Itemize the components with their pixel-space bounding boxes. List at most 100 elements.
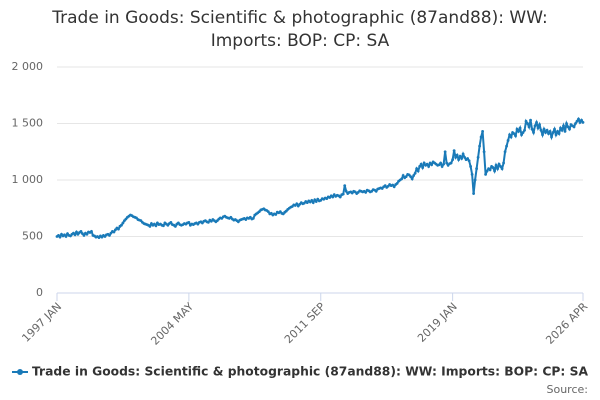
point: [545, 128, 549, 132]
point: [496, 167, 499, 171]
point: [90, 230, 93, 233]
point: [523, 128, 526, 132]
point: [266, 210, 270, 214]
point: [565, 122, 568, 125]
point: [331, 195, 335, 199]
y-tick-label: 0: [36, 286, 43, 299]
point: [418, 165, 422, 168]
y-tick-label: 1 000: [12, 173, 44, 186]
point: [311, 201, 315, 205]
point: [547, 132, 550, 136]
point: [506, 139, 510, 142]
point: [413, 171, 417, 175]
point: [410, 177, 414, 181]
point: [421, 166, 425, 169]
y-tick-label: 1 500: [12, 117, 44, 130]
chart-title: Imports: BOP: CP: SA: [211, 31, 390, 51]
point: [500, 167, 504, 171]
point: [401, 174, 405, 177]
point: [578, 120, 582, 124]
point: [466, 157, 470, 160]
point: [310, 198, 314, 202]
point: [497, 162, 501, 166]
point: [419, 162, 423, 166]
point: [502, 161, 505, 165]
point: [544, 131, 547, 134]
point: [443, 150, 447, 154]
point: [75, 230, 78, 234]
point: [479, 135, 483, 139]
point: [425, 162, 429, 166]
point: [148, 224, 152, 228]
point: [529, 118, 532, 122]
point: [527, 125, 531, 129]
point: [206, 220, 210, 224]
point: [560, 128, 564, 132]
point: [422, 161, 426, 165]
point: [173, 224, 177, 228]
point: [535, 120, 538, 124]
point: [541, 133, 544, 137]
point: [580, 118, 583, 122]
point: [553, 127, 556, 131]
point: [460, 157, 464, 160]
point: [404, 175, 408, 179]
point: [533, 124, 537, 128]
point: [161, 224, 165, 228]
point: [120, 223, 123, 227]
point: [517, 130, 520, 133]
x-tick-label: 2026 APR: [543, 300, 590, 347]
point: [412, 174, 416, 177]
point: [458, 154, 462, 158]
point: [536, 126, 540, 130]
point: [491, 166, 495, 169]
point: [82, 233, 86, 237]
point: [515, 127, 519, 131]
point: [461, 152, 465, 156]
point: [58, 235, 62, 239]
point: [364, 191, 368, 194]
point: [452, 149, 456, 153]
point: [488, 168, 492, 172]
point: [518, 126, 522, 130]
point: [463, 156, 467, 159]
point: [374, 189, 378, 193]
point: [338, 195, 342, 199]
point: [554, 133, 558, 137]
point: [559, 126, 562, 130]
point: [562, 124, 565, 128]
point: [481, 130, 484, 133]
point: [400, 177, 404, 181]
point: [314, 200, 318, 203]
x-tick-label: 1997 JAN: [19, 300, 64, 345]
point: [274, 213, 278, 216]
point: [521, 131, 525, 134]
point: [482, 150, 486, 154]
point: [520, 133, 523, 137]
point: [469, 165, 473, 168]
point: [79, 230, 83, 233]
point: [454, 156, 458, 159]
point: [409, 175, 413, 179]
point: [439, 161, 443, 165]
point: [512, 132, 516, 136]
point: [514, 134, 517, 138]
point: [538, 123, 541, 127]
point: [427, 165, 431, 168]
point: [64, 235, 68, 238]
point: [503, 150, 507, 154]
point: [451, 158, 455, 162]
point: [251, 217, 255, 220]
point: [430, 163, 434, 167]
point: [73, 233, 77, 237]
point: [493, 169, 496, 173]
point: [478, 144, 481, 148]
point: [470, 172, 474, 176]
point: [494, 163, 498, 167]
point: [575, 119, 579, 123]
point: [505, 144, 508, 148]
point: [485, 169, 489, 173]
point: [539, 128, 543, 132]
point: [563, 130, 567, 133]
